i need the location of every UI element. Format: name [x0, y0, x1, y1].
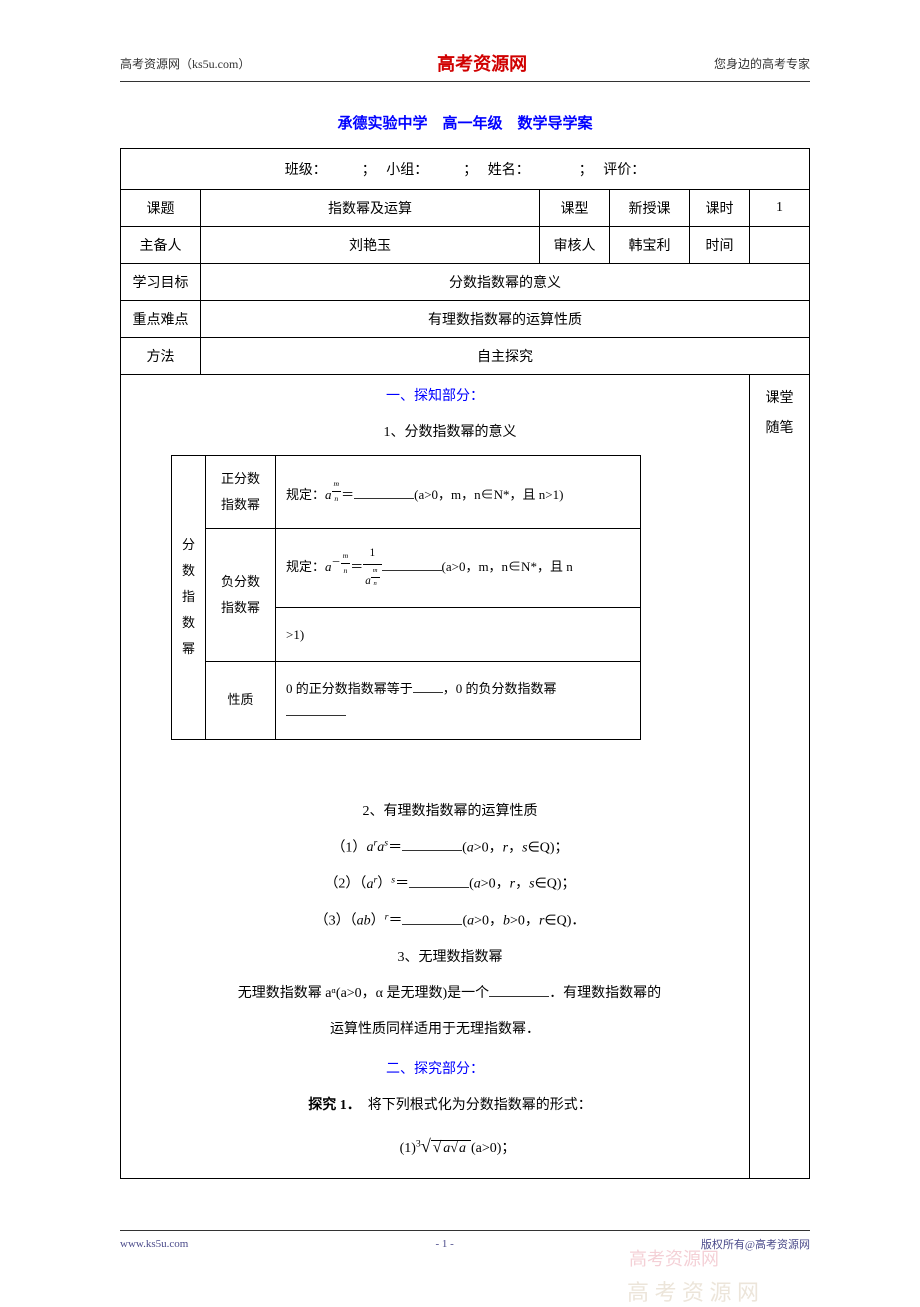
goal-row: 学习目标 分数指数幂的意义 — [121, 264, 810, 301]
exercise1-item1: (1)3√√a√a(a>0)； — [131, 1128, 739, 1164]
time-label-cell: 时间 — [690, 227, 750, 264]
side-note-cell: 课堂 随笔 — [750, 375, 810, 1179]
footer-right: 版权所有@高考资源网 — [701, 1236, 810, 1252]
main-worksheet-table: 班级： ； 小组： ； 姓名： ； 评价： 课题 指数幂及运算 课型 新授课 课… — [120, 148, 810, 1179]
diff-value-cell: 有理数指数幂的运算性质 — [201, 301, 810, 338]
content-row: 一、探知部分： 1、分数指数幂的意义 分数指数幂 正分数指数幂 规定：amn＝(… — [121, 375, 810, 1179]
section1-item3: 3、无理数指数幂 — [131, 944, 739, 972]
preparer-value-cell: 刘艳玉 — [201, 227, 540, 264]
side-note-1: 课堂 — [760, 387, 799, 407]
name-label: 姓名： — [488, 163, 523, 178]
period-label-cell: 课时 — [690, 190, 750, 227]
property-formula: 0 的正分数指数幂等于，0 的负分数指数幂 — [276, 661, 641, 739]
watermark-2: 高 考 资 源 网 — [627, 1275, 759, 1307]
main-content-cell: 一、探知部分： 1、分数指数幂的意义 分数指数幂 正分数指数幂 规定：amn＝(… — [121, 375, 750, 1179]
irrational-text: 无理数指数幂 aᵅ(a>0，α 是无理数)是一个．有理数指数幂的 — [131, 980, 739, 1008]
student-info-row: 班级： ； 小组： ； 姓名： ； 评价： — [121, 149, 810, 190]
document-title: 承德实验中学 高一年级 数学导学案 — [120, 112, 810, 133]
pos-frac-formula: 规定：amn＝(a>0，m，n∈N*，且 n>1) — [276, 456, 641, 529]
reviewer-value-cell: 韩宝利 — [610, 227, 690, 264]
property-2: （2）（ar）s＝(a>0，r，s∈Q)； — [161, 870, 739, 899]
section1-item2: 2、有理数指数幂的运算性质 — [131, 798, 739, 826]
page-footer: www.ks5u.com - 1 - 版权所有@高考资源网 — [120, 1230, 810, 1252]
neg-frac-label: 负分数指数幂 — [206, 529, 276, 662]
footer-left: www.ks5u.com — [120, 1238, 188, 1250]
section1-item1: 1、分数指数幂的意义 — [131, 419, 739, 447]
pos-frac-label: 正分数指数幂 — [206, 456, 276, 529]
page-number: - 1 - — [435, 1238, 453, 1250]
preparer-row: 主备人 刘艳玉 审核人 韩宝利 时间 — [121, 227, 810, 264]
goal-label-cell: 学习目标 — [121, 264, 201, 301]
fraction-exponent-table: 分数指数幂 正分数指数幂 规定：amn＝(a>0，m，n∈N*，且 n>1) 负… — [171, 455, 641, 740]
reviewer-label-cell: 审核人 — [540, 227, 610, 264]
neg-frac-cont: >1) — [276, 607, 641, 661]
topic-label-cell: 课题 — [121, 190, 201, 227]
difficulty-row: 重点难点 有理数指数幂的运算性质 — [121, 301, 810, 338]
property-1: （1）aras＝(a>0，r，s∈Q)； — [161, 834, 739, 863]
section1-heading: 一、探知部分： — [131, 383, 739, 411]
header-center-logo: 高考资源网 — [437, 50, 527, 76]
side-note-2: 随笔 — [760, 417, 799, 437]
irrational-text-cont: 运算性质同样适用于无理指数幂． — [131, 1016, 739, 1044]
diff-label-cell: 重点难点 — [121, 301, 201, 338]
topic-row: 课题 指数幂及运算 课型 新授课 课时 1 — [121, 190, 810, 227]
type-label-cell: 课型 — [540, 190, 610, 227]
exercise1: 探究 1． 将下列根式化为分数指数幂的形式： — [131, 1092, 739, 1120]
section2-heading: 二、探究部分： — [131, 1056, 739, 1084]
method-row: 方法 自主探究 — [121, 338, 810, 375]
property-3: （3）（ab）r＝(a>0，b>0，r∈Q)． — [161, 907, 739, 936]
page-header: 高考资源网（ks5u.com） 高考资源网 您身边的高考专家 — [120, 50, 810, 82]
eval-label: 评价： — [603, 163, 645, 178]
property-label: 性质 — [206, 661, 276, 739]
method-label-cell: 方法 — [121, 338, 201, 375]
goal-value-cell: 分数指数幂的意义 — [201, 264, 810, 301]
preparer-label-cell: 主备人 — [121, 227, 201, 264]
group-label: 小组： — [386, 163, 421, 178]
topic-value-cell: 指数幂及运算 — [201, 190, 540, 227]
neg-frac-formula: 规定：a－mn＝1amn(a>0，m，n∈N*，且 n — [276, 529, 641, 608]
period-value-cell: 1 — [750, 190, 810, 227]
type-value-cell: 新授课 — [610, 190, 690, 227]
inner-col1: 分数指数幂 — [172, 456, 206, 740]
header-left-text: 高考资源网（ks5u.com） — [120, 55, 250, 72]
time-value-cell — [750, 227, 810, 264]
header-right-text: 您身边的高考专家 — [714, 55, 810, 72]
method-value-cell: 自主探究 — [201, 338, 810, 375]
class-label: 班级： — [285, 163, 320, 178]
